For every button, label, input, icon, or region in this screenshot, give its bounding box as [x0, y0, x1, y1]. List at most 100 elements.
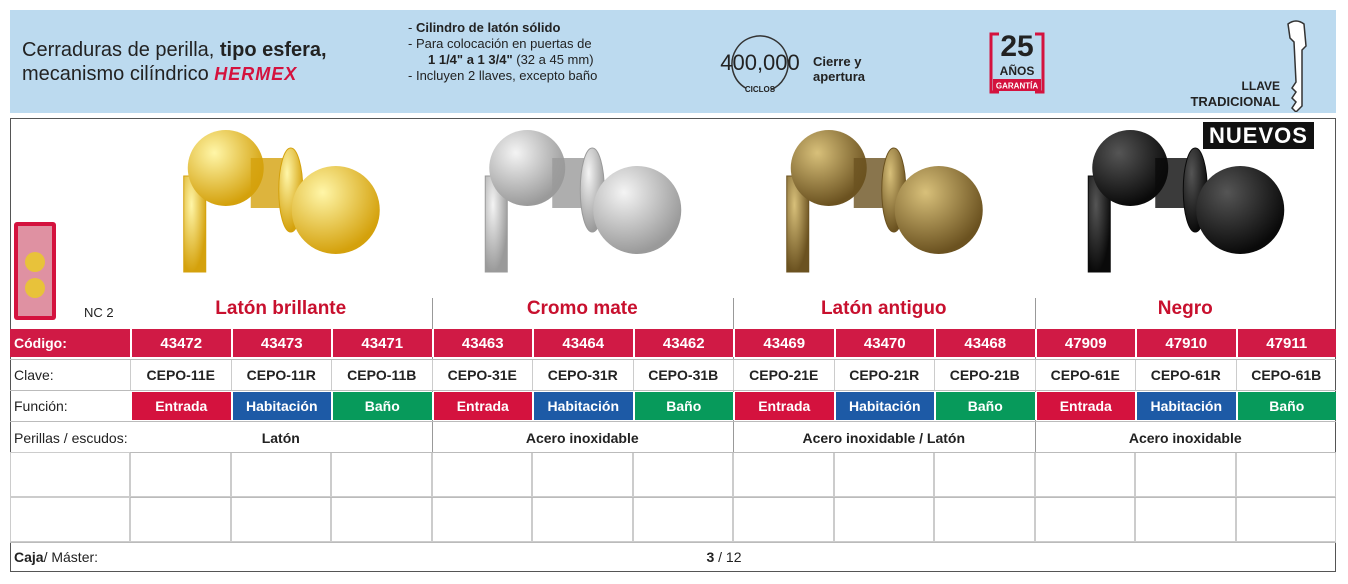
empty-cell: [733, 452, 834, 497]
package: [14, 222, 56, 320]
key-cell: CEPO-61R: [1135, 359, 1236, 390]
key-cell: CEPO-11B: [331, 359, 432, 390]
cycles-badge: 400,000 CICLOS Cierre y apertura: [720, 35, 866, 94]
warranty-bracket: [989, 32, 1045, 94]
empty-cell: [632, 497, 733, 542]
empty-cell: [130, 452, 231, 497]
code-cell: 43462: [632, 329, 733, 357]
code-cell: 47910: [1135, 329, 1236, 357]
empty-cell: [1034, 452, 1135, 497]
empty-cell: [632, 452, 733, 497]
key-label: TRADICIONAL: [1190, 94, 1280, 109]
knob-front: [1196, 166, 1285, 254]
row-label: Perillas / escudos:: [14, 429, 128, 446]
group-name: Cromo mate: [526, 298, 638, 319]
row-rule: [10, 390, 1336, 391]
package-label: NC 2: [84, 305, 114, 320]
key-cell: CEPO-11R: [230, 359, 332, 390]
row-rule: [10, 359, 1336, 360]
key-badge: LLAVE TRADICIONAL: [1190, 20, 1307, 112]
cycles-text: Cierre y: [813, 54, 862, 69]
bullet: - Cilindro de latón sólido: [408, 20, 597, 36]
bullet: - Incluyen 2 llaves, excepto baño: [408, 68, 597, 84]
code-label-bg: [10, 329, 130, 357]
knob-back: [489, 130, 566, 206]
box-label: Caja: [14, 549, 44, 565]
empty-cell: [833, 497, 934, 542]
empty-cell: [1135, 497, 1236, 542]
empty-cell: [1034, 497, 1135, 542]
master-value: / 12: [718, 549, 742, 565]
knob-front: [593, 166, 682, 254]
key-cell: CEPO-21E: [733, 359, 834, 390]
empty-cell: [331, 497, 432, 542]
title-line2: mecanismo cilíndrico: [22, 63, 209, 85]
warranty-years: 25: [1000, 30, 1033, 63]
function-cell: Entrada: [431, 392, 532, 420]
bullet-dash: -: [408, 68, 416, 83]
empty-cell: [431, 452, 532, 497]
bullet-text: Para colocación en puertas de: [415, 36, 592, 51]
row-rule: [10, 542, 1336, 543]
code-cell: 43472: [130, 329, 231, 357]
function-cell: Habitación: [833, 392, 934, 420]
code-cell: 43470: [833, 329, 934, 357]
code-cell: 43463: [431, 329, 532, 357]
code-cell: 43473: [230, 329, 331, 357]
function-cell: Habitación: [532, 392, 633, 420]
bullet-text: (32 a 45 mm): [516, 52, 594, 67]
function-cell: Entrada: [1034, 392, 1135, 420]
empty-cell: [1135, 452, 1236, 497]
material: Latón: [261, 429, 300, 446]
empty-cell: [934, 452, 1035, 497]
row-label: Función:: [14, 398, 68, 414]
knob-front: [291, 166, 380, 254]
group-name: Latón antiguo: [820, 298, 947, 319]
empty-cell: [10, 452, 130, 497]
code-cell: 47911: [1235, 329, 1336, 357]
group-name: Negro: [1157, 298, 1213, 319]
knob-image: [183, 130, 380, 273]
key-cell: CEPO-11E: [130, 359, 231, 390]
bullet-bold: 1 1/4" a 1 3/4": [428, 52, 513, 67]
cycles-unit: CICLOS: [745, 85, 776, 94]
footer-values: 3 / 12: [0, 549, 1348, 565]
key-cell: CEPO-31E: [431, 359, 533, 390]
function-cell: Entrada: [733, 392, 834, 420]
empty-cell: [934, 497, 1035, 542]
key-cell: CEPO-21B: [934, 359, 1035, 390]
function-cell: Entrada: [130, 392, 231, 420]
warranty-label: GARANTÍA: [996, 82, 1038, 91]
code-cell: 47909: [1034, 329, 1135, 357]
knob-image: [1087, 130, 1285, 273]
row-rule: [10, 497, 1336, 498]
group-divider: [733, 298, 734, 542]
new-badge: NUEVOS: [1203, 122, 1314, 149]
function-cell: Habitación: [230, 392, 331, 420]
knob-image: [484, 130, 682, 273]
cycles-text: apertura: [813, 69, 866, 84]
code-cell: 43469: [733, 329, 834, 357]
warranty-unit: AÑOS: [1000, 63, 1035, 78]
material: Acero inoxidable: [525, 429, 639, 446]
title-bold: tipo esfera,: [219, 39, 327, 61]
key-cell: CEPO-61B: [1235, 359, 1337, 390]
key-cell: CEPO-31B: [632, 359, 734, 390]
function-cell: Baño: [934, 392, 1035, 420]
box-value: 3: [706, 549, 715, 565]
knob-back: [790, 130, 867, 206]
knob-front: [894, 166, 983, 254]
knob-image: [786, 130, 983, 273]
bullet-dash: -: [408, 36, 416, 51]
knob-back: [187, 130, 264, 206]
master-label: / Máster:: [43, 549, 99, 565]
empty-cell: [130, 497, 231, 542]
function-cell: Habitación: [1135, 392, 1236, 420]
empty-cell: [1235, 497, 1336, 542]
group-divider: [431, 298, 433, 542]
row-rule: [10, 421, 1336, 422]
empty-cell: [532, 497, 633, 542]
